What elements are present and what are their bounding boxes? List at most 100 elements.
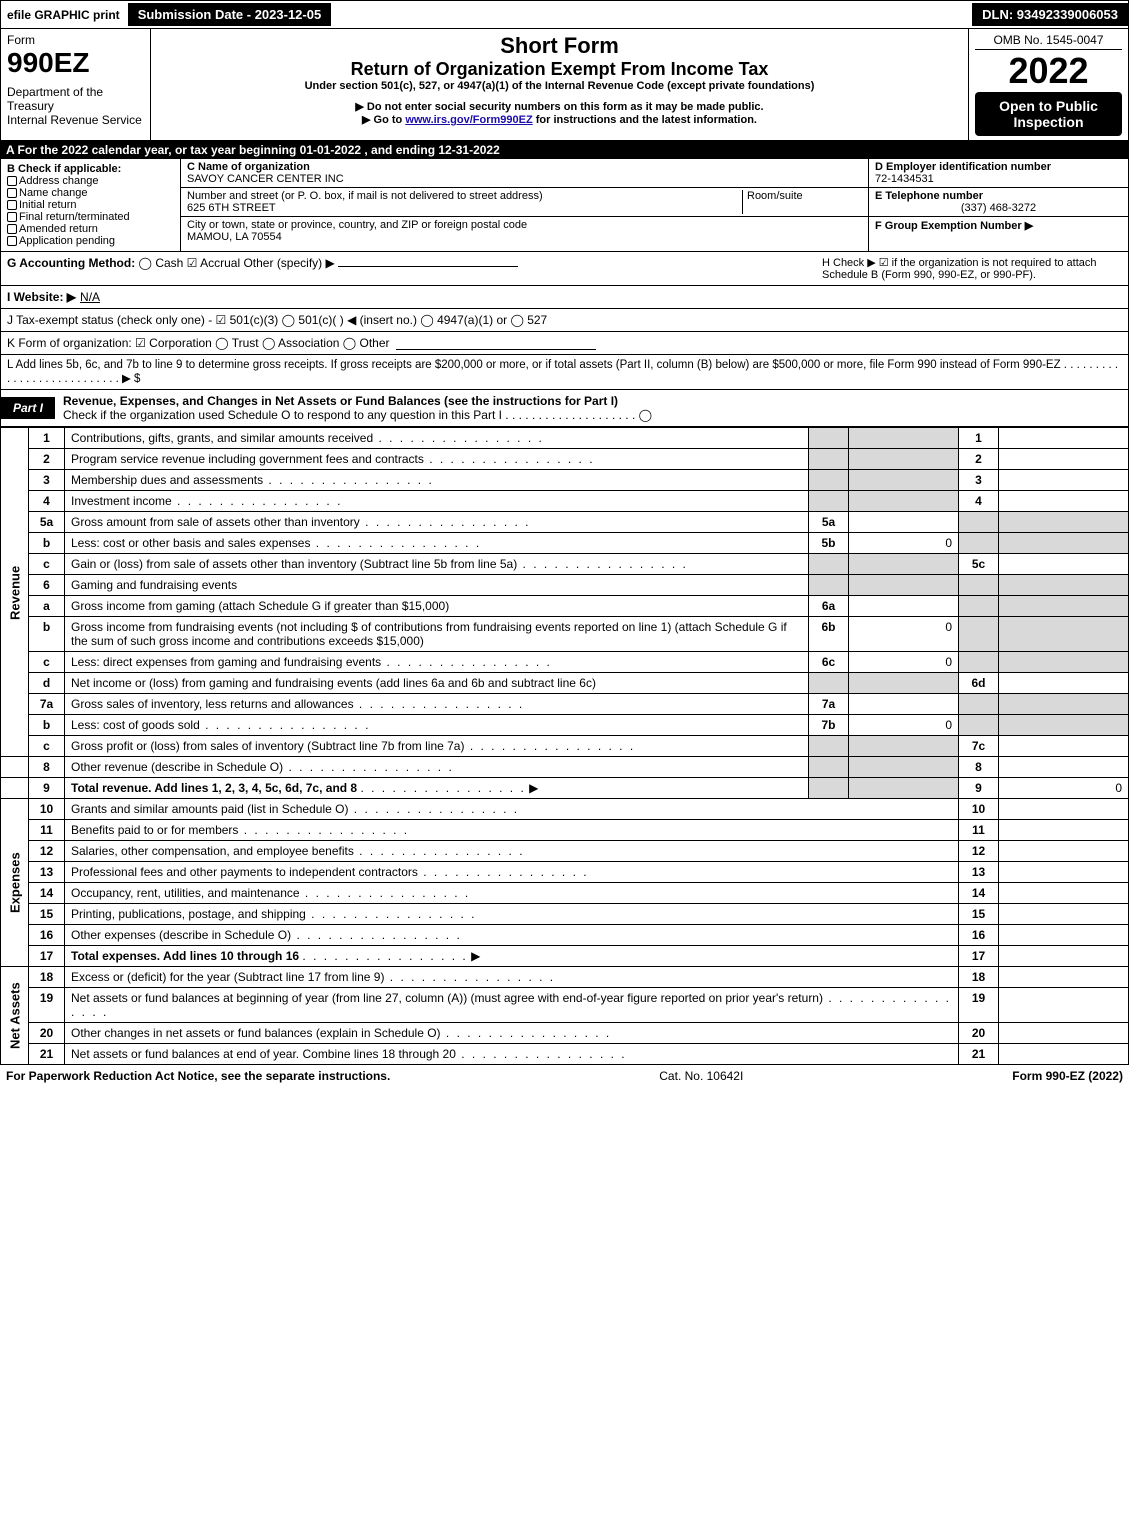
part1-table: Revenue 1Contributions, gifts, grants, a… (0, 427, 1129, 1065)
row-5b: bLess: cost or other basis and sales exp… (1, 533, 1129, 554)
g-label: G Accounting Method: (7, 256, 135, 270)
row-5a: 5aGross amount from sale of assets other… (1, 512, 1129, 533)
open-inspection-badge: Open to Public Inspection (975, 92, 1122, 136)
row-7a: 7aGross sales of inventory, less returns… (1, 694, 1129, 715)
omb-cell: OMB No. 1545-0047 2022 Open to Public In… (968, 29, 1128, 140)
k-text: K Form of organization: ☑ Corporation ◯ … (7, 336, 390, 350)
row-19: 19Net assets or fund balances at beginni… (1, 988, 1129, 1023)
row-3: 3Membership dues and assessments3 (1, 470, 1129, 491)
org-info-block: B Check if applicable: Address change Na… (0, 159, 1129, 252)
row-7c: cGross profit or (loss) from sales of in… (1, 736, 1129, 757)
footer-right: Form 990-EZ (2022) (1012, 1069, 1123, 1083)
c-name-label: C Name of organization (187, 161, 862, 173)
h-text: H Check ▶ ☑ if the organization is not r… (822, 256, 1122, 281)
row-12: 12Salaries, other compensation, and empl… (1, 841, 1129, 862)
form-number: 990EZ (7, 47, 144, 79)
phone-value: (337) 468-3272 (875, 202, 1122, 214)
website-value: N/A (80, 290, 100, 304)
row-8: 8Other revenue (describe in Schedule O)8 (1, 757, 1129, 778)
cb-final[interactable]: Final return/terminated (7, 211, 174, 223)
row-15: 15Printing, publications, postage, and s… (1, 904, 1129, 925)
part1-header: Part I Revenue, Expenses, and Changes in… (0, 390, 1129, 427)
row-21: 21Net assets or fund balances at end of … (1, 1044, 1129, 1065)
line-l: L Add lines 5b, 6c, and 7b to line 9 to … (0, 355, 1129, 390)
row-5c: cGain or (loss) from sale of assets othe… (1, 554, 1129, 575)
g-other-input[interactable] (338, 266, 518, 267)
line-g-h: G Accounting Method: ◯ Cash ☑ Accrual Ot… (0, 252, 1129, 286)
row-6b: bGross income from fundraising events (n… (1, 617, 1129, 652)
section-b: B Check if applicable: Address change Na… (1, 159, 181, 251)
room-suite-label: Room/suite (742, 190, 862, 214)
section-b-title: B Check if applicable: (7, 163, 174, 175)
section-c: C Name of organization SAVOY CANCER CENT… (181, 159, 868, 251)
row-10: Expenses 10Grants and similar amounts pa… (1, 799, 1129, 820)
row-1: Revenue 1Contributions, gifts, grants, a… (1, 428, 1129, 449)
row-16: 16Other expenses (describe in Schedule O… (1, 925, 1129, 946)
line-j: J Tax-exempt status (check only one) - ☑… (0, 309, 1129, 332)
subtitle: Under section 501(c), 527, or 4947(a)(1)… (157, 80, 962, 92)
form-header: Form 990EZ Department of the Treasury In… (0, 29, 1129, 141)
section-def: D Employer identification number 72-1434… (868, 159, 1128, 251)
arrow-icon: ▶ (471, 949, 480, 963)
note-ssn: ▶ Do not enter social security numbers o… (157, 100, 962, 113)
part1-check-note: Check if the organization used Schedule … (63, 408, 652, 422)
org-street: 625 6TH STREET (187, 202, 742, 214)
dept-label: Department of the Treasury Internal Reve… (7, 85, 144, 127)
org-city: MAMOU, LA 70554 (187, 231, 527, 243)
g-other: Other (specify) ▶ (243, 256, 334, 270)
f-label: F Group Exemption Number ▶ (875, 220, 1033, 232)
cb-address[interactable]: Address change (7, 175, 174, 187)
top-bar: efile GRAPHIC print Submission Date - 20… (0, 0, 1129, 29)
c-city-label: City or town, state or province, country… (187, 219, 527, 231)
footer-left: For Paperwork Reduction Act Notice, see … (6, 1069, 390, 1083)
row-13: 13Professional fees and other payments t… (1, 862, 1129, 883)
line-i: I Website: ▶ N/A (0, 286, 1129, 309)
note-link: ▶ Go to www.irs.gov/Form990EZ for instru… (157, 113, 962, 126)
d-label: D Employer identification number (875, 161, 1122, 173)
part1-title: Revenue, Expenses, and Changes in Net As… (55, 390, 1128, 426)
irs-link[interactable]: www.irs.gov/Form990EZ (405, 114, 532, 126)
short-form-title: Short Form (157, 33, 962, 59)
cb-pending[interactable]: Application pending (7, 235, 174, 247)
row-6d: dNet income or (loss) from gaming and fu… (1, 673, 1129, 694)
efile-label: efile GRAPHIC print (7, 8, 120, 22)
row-6: 6Gaming and fundraising events (1, 575, 1129, 596)
footer-mid: Cat. No. 10642I (659, 1069, 743, 1083)
form-label: Form (7, 33, 144, 47)
cb-accrual[interactable]: ☑ Accrual (187, 256, 240, 270)
row-20: 20Other changes in net assets or fund ba… (1, 1023, 1129, 1044)
k-other-input[interactable] (396, 336, 596, 350)
row-11: 11Benefits paid to or for members11 (1, 820, 1129, 841)
line-k: K Form of organization: ☑ Corporation ◯ … (0, 332, 1129, 355)
part1-tag: Part I (1, 397, 55, 419)
page-footer: For Paperwork Reduction Act Notice, see … (0, 1065, 1129, 1087)
cb-initial[interactable]: Initial return (7, 199, 174, 211)
arrow-icon: ▶ (529, 781, 538, 795)
cb-amended[interactable]: Amended return (7, 223, 174, 235)
row-18: Net Assets 18Excess or (deficit) for the… (1, 967, 1129, 988)
row-14: 14Occupancy, rent, utilities, and mainte… (1, 883, 1129, 904)
omb-number: OMB No. 1545-0047 (975, 33, 1122, 50)
tax-year: 2022 (975, 50, 1122, 92)
row-6c: cLess: direct expenses from gaming and f… (1, 652, 1129, 673)
ein-value: 72-1434531 (875, 173, 1122, 185)
row-6a: aGross income from gaming (attach Schedu… (1, 596, 1129, 617)
main-title: Return of Organization Exempt From Incom… (157, 59, 962, 80)
form-id-cell: Form 990EZ Department of the Treasury In… (1, 29, 151, 140)
cb-cash[interactable]: ◯ Cash (139, 256, 184, 270)
expenses-section-label: Expenses (1, 799, 29, 967)
revenue-section-label: Revenue (1, 428, 29, 757)
row-7b: bLess: cost of goods sold7b0 (1, 715, 1129, 736)
dln-label: DLN: 93492339006053 (972, 3, 1128, 26)
row-2: 2Program service revenue including gover… (1, 449, 1129, 470)
i-label: I Website: ▶ (7, 290, 76, 304)
row-17: 17Total expenses. Add lines 10 through 1… (1, 946, 1129, 967)
c-addr-label: Number and street (or P. O. box, if mail… (187, 190, 742, 202)
net-assets-section-label: Net Assets (1, 967, 29, 1065)
cb-name[interactable]: Name change (7, 187, 174, 199)
submission-date-button[interactable]: Submission Date - 2023-12-05 (128, 3, 332, 26)
row-4: 4Investment income4 (1, 491, 1129, 512)
line-a: A For the 2022 calendar year, or tax yea… (0, 141, 1129, 159)
title-cell: Short Form Return of Organization Exempt… (151, 29, 968, 140)
row-9: 9Total revenue. Add lines 1, 2, 3, 4, 5c… (1, 778, 1129, 799)
